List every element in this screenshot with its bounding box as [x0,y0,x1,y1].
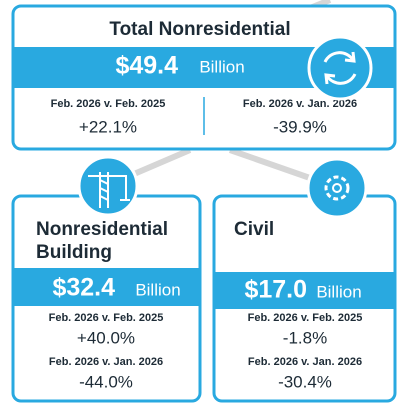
total-amount: $49.4 [115,52,178,80]
civil-band [214,272,395,309]
segment-title: Building [36,242,112,263]
segment-amount: $32.4 [52,274,115,302]
building-band [13,268,200,306]
comparison-label: Feb. 2026 v. Feb. 2025 [248,312,363,324]
comparison-change: -1.8% [283,328,327,347]
segment-unit: Billion [135,280,180,299]
comparison-change: +40.0% [77,328,135,347]
comparison-change: +22.1% [79,117,137,136]
crane-icon [77,155,139,217]
comparison-label: Feb. 2026 v. Feb. 2025 [51,98,166,110]
comparison-change: -44.0% [79,372,133,391]
total-title: Total Nonresidential [109,19,290,40]
total-unit: Billion [199,57,244,76]
comparison-label: Feb. 2026 v. Jan. 2026 [243,98,357,110]
segment-title: Nonresidential [36,219,168,240]
segment-unit: Billion [316,282,361,301]
segment-title: Civil [234,219,274,240]
comparison-change: -30.4% [278,372,332,391]
segment-amount: $17.0 [244,276,307,304]
comparison-change: -39.9% [273,117,327,136]
comparison-label: Feb. 2026 v. Feb. 2025 [49,312,164,324]
comparison-label: Feb. 2026 v. Jan. 2026 [49,356,163,368]
gear-icon [306,157,368,219]
refresh-icon [307,35,373,101]
comparison-label: Feb. 2026 v. Jan. 2026 [248,356,362,368]
